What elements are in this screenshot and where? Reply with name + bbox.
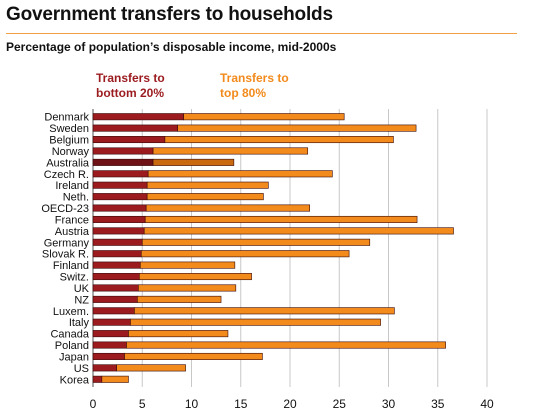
bar-top-80 <box>152 158 235 166</box>
x-tick-labels: 0 5 10 15 20 25 30 35 40 <box>90 397 494 411</box>
legend-label: Transfers to <box>96 71 165 85</box>
category-label: Germany <box>44 237 90 249</box>
bar-top-80 <box>183 113 345 121</box>
category-label: NZ <box>74 294 89 306</box>
x-tick-label: 30 <box>382 397 396 411</box>
bar-bottom-20 <box>92 330 129 338</box>
bar-bottom-20 <box>92 215 146 223</box>
category-label: Finland <box>53 260 89 272</box>
x-tick-label: 20 <box>283 397 297 411</box>
bar-bottom-20 <box>92 193 148 201</box>
gridlines <box>92 109 488 387</box>
bar-bottom-20 <box>92 181 148 189</box>
bar-top-80 <box>144 215 418 223</box>
bar-top-80 <box>139 261 236 269</box>
category-label: Neth. <box>63 192 89 204</box>
category-label: UK <box>74 283 90 295</box>
bar-bottom-20 <box>92 113 184 121</box>
category-label: Japan <box>59 351 89 363</box>
bar-bottom-20 <box>92 295 138 303</box>
x-tick-label: 25 <box>333 397 347 411</box>
category-label: Italy <box>69 317 90 329</box>
legend-label: Transfers to <box>220 71 289 85</box>
category-label: OECD-23 <box>41 203 89 215</box>
bar-bottom-20 <box>92 375 103 383</box>
bar-top-80 <box>134 307 395 315</box>
bar-top-80 <box>146 193 264 201</box>
bar-bottom-20 <box>92 158 154 166</box>
category-label: US <box>74 363 89 375</box>
bar-top-80 <box>143 227 454 235</box>
bar-top-80 <box>101 375 129 383</box>
category-label: Poland <box>55 340 89 352</box>
bar-bottom-20 <box>92 352 125 360</box>
category-label: Korea <box>60 374 90 386</box>
category-label: France <box>55 214 89 226</box>
bar-bottom-20 <box>92 364 117 372</box>
x-tick-label: 35 <box>431 397 445 411</box>
bar-bottom-20 <box>92 250 142 258</box>
bar-top-80 <box>146 181 269 189</box>
category-label: Ireland <box>55 180 89 192</box>
bar-bottom-20 <box>92 227 145 235</box>
bar-bottom-20 <box>92 318 131 326</box>
bars <box>92 113 454 383</box>
bar-top-80 <box>145 204 310 212</box>
bar-bottom-20 <box>92 124 179 132</box>
category-label: Slovak R. <box>42 249 89 261</box>
category-label: Norway <box>52 146 90 158</box>
category-label: Belgium <box>49 135 89 147</box>
bar-bottom-20 <box>92 341 127 349</box>
bar-bottom-20 <box>92 136 166 144</box>
category-label: Austria <box>55 226 90 238</box>
bar-bottom-20 <box>92 204 147 212</box>
bar-bottom-20 <box>92 273 140 281</box>
chart-title: Government transfers to households <box>6 4 333 25</box>
chart-subtitle: Percentage of population’s disposable in… <box>6 40 337 54</box>
category-label: Canada <box>50 329 89 341</box>
bar-top-80 <box>138 284 237 292</box>
legend-label: top 80% <box>220 86 266 100</box>
bar-top-80 <box>138 273 252 281</box>
bar-top-80 <box>126 341 446 349</box>
x-tick-label: 10 <box>185 397 199 411</box>
bar-top-80 <box>140 250 350 258</box>
bar-bottom-20 <box>92 238 143 246</box>
bar-top-80 <box>130 318 381 326</box>
bar-top-80 <box>147 170 333 178</box>
bar-top-80 <box>124 352 263 360</box>
bar-top-80 <box>164 136 394 144</box>
category-label: Czech R. <box>44 169 89 181</box>
bar-top-80 <box>116 364 186 372</box>
x-tick-label: 15 <box>234 397 248 411</box>
category-label: Denmark <box>44 112 89 124</box>
category-label: Switz. <box>60 272 89 284</box>
bar-top-80 <box>152 147 309 155</box>
bar-top-80 <box>177 124 417 132</box>
x-tick-label: 0 <box>90 397 97 411</box>
bar-bottom-20 <box>92 284 139 292</box>
bar-top-80 <box>141 238 371 246</box>
bar-bottom-20 <box>92 170 149 178</box>
legend-label: bottom 20% <box>96 86 164 100</box>
bar-bottom-20 <box>92 147 154 155</box>
x-tick-label: 40 <box>480 397 494 411</box>
bar-bottom-20 <box>92 261 141 269</box>
bar-top-80 <box>137 295 222 303</box>
bar-top-80 <box>128 330 229 338</box>
bar-bottom-20 <box>92 307 135 315</box>
category-label: Sweden <box>49 123 89 135</box>
category-label: Luxem. <box>53 306 89 318</box>
category-label: Australia <box>46 157 90 169</box>
x-tick-label: 5 <box>139 397 146 411</box>
category-labels: DenmarkSwedenBelgiumNorwayAustraliaCzech… <box>41 112 90 387</box>
title-rule <box>6 33 517 34</box>
